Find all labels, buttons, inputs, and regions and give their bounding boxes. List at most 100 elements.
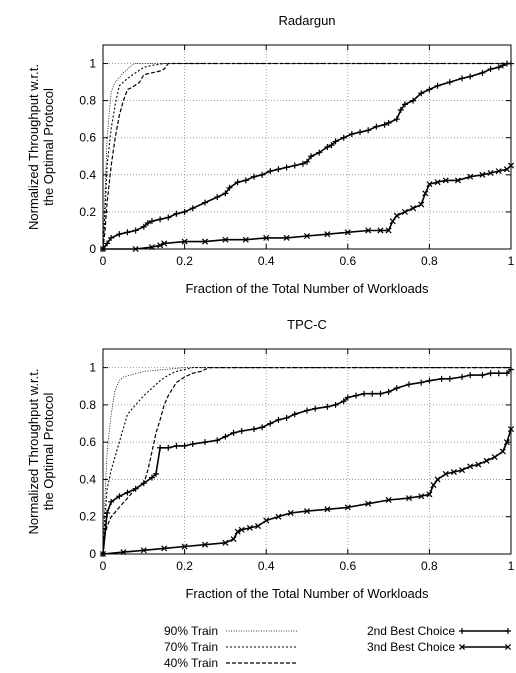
series-40-train xyxy=(102,367,511,555)
data-point xyxy=(299,160,306,167)
data-point xyxy=(467,463,474,470)
y-tick-label: 0.4 xyxy=(79,472,96,486)
data-point xyxy=(459,75,466,82)
data-point xyxy=(324,231,331,238)
data-point xyxy=(377,227,384,234)
data-point xyxy=(214,437,221,444)
data-point xyxy=(263,234,270,241)
y-tick-label: 0.6 xyxy=(79,435,96,449)
data-point xyxy=(357,129,364,136)
data-point xyxy=(344,394,351,401)
y-axis-label: Normalized Throughput w.r.t.the Optimal … xyxy=(26,64,56,230)
data-point xyxy=(467,372,474,379)
y-tick-label: 0.6 xyxy=(79,131,96,145)
data-point xyxy=(479,69,486,76)
data-point xyxy=(495,370,502,377)
data-point xyxy=(140,547,147,554)
data-point xyxy=(222,236,229,243)
data-point xyxy=(238,526,245,533)
y-axis-label-line: Normalized Throughput w.r.t. xyxy=(26,369,41,535)
data-point xyxy=(148,218,155,225)
data-point xyxy=(234,528,241,535)
data-point xyxy=(202,199,208,206)
x-tick-label: 0.4 xyxy=(258,254,275,268)
data-point xyxy=(397,106,404,113)
data-point xyxy=(157,216,164,223)
data-point xyxy=(467,173,474,180)
data-point xyxy=(116,493,123,500)
series-line-90-train xyxy=(102,367,511,555)
data-point xyxy=(442,177,449,184)
data-point xyxy=(426,86,433,93)
series-3nd-best-choice xyxy=(99,162,515,253)
chart-radargun: Radargun 0 0.2 0.4 0.6 0.8 1 0 0.2 0.4 0.6 0.8 1 Frac… xyxy=(26,13,515,296)
data-point xyxy=(438,375,445,382)
data-point xyxy=(422,190,429,197)
data-point xyxy=(173,442,180,449)
x-tick-label: 0 xyxy=(100,559,107,573)
x-tick-label: 1 xyxy=(508,254,515,268)
data-point xyxy=(324,506,331,513)
legend-label: 2nd Best Choice xyxy=(367,624,455,638)
data-point xyxy=(283,414,290,421)
data-point xyxy=(250,173,257,180)
data-point xyxy=(332,401,339,408)
x-axis-label: Fraction of the Total Number of Workload… xyxy=(185,281,429,296)
x-tick-label: 0.6 xyxy=(339,254,356,268)
data-point xyxy=(140,223,147,230)
data-point xyxy=(132,245,139,253)
data-point xyxy=(467,73,474,80)
data-point xyxy=(250,426,257,433)
data-point xyxy=(459,467,466,474)
data-point xyxy=(426,181,433,188)
data-point xyxy=(475,461,482,468)
data-point xyxy=(222,190,229,197)
legend-entry-3nd-best-choice: 3nd Best Choice xyxy=(367,640,512,654)
data-point xyxy=(324,144,331,150)
data-point xyxy=(99,245,107,253)
y-axis-label-line: Normalized Throughput w.r.t. xyxy=(26,64,41,230)
data-point xyxy=(275,513,282,520)
legend-marker xyxy=(459,628,465,634)
data-point xyxy=(454,177,461,184)
legend-label: 40% Train xyxy=(164,656,218,670)
data-point xyxy=(344,504,351,511)
data-point xyxy=(226,184,233,191)
data-point xyxy=(495,64,502,71)
data-point xyxy=(418,201,425,208)
data-point xyxy=(173,210,180,217)
data-point xyxy=(181,238,188,245)
legend-entry-90-train: 90% Train xyxy=(164,624,297,638)
x-tick-label: 0.6 xyxy=(339,559,356,573)
data-point xyxy=(340,398,347,405)
series-70-train xyxy=(102,62,511,250)
data-point xyxy=(234,179,241,186)
data-point xyxy=(479,171,486,178)
x-tick-label: 0.2 xyxy=(176,559,193,573)
data-point xyxy=(161,240,168,247)
data-point xyxy=(214,194,221,201)
data-point xyxy=(344,229,351,236)
data-point xyxy=(189,205,196,212)
x-axis-label: Fraction of the Total Number of Workload… xyxy=(185,586,429,601)
data-point xyxy=(230,429,237,436)
series-3nd-best-choice xyxy=(99,426,515,558)
data-point xyxy=(503,439,510,446)
data-point xyxy=(401,101,408,108)
data-point xyxy=(161,545,168,552)
data-point xyxy=(222,539,229,546)
data-point xyxy=(503,370,510,377)
data-point xyxy=(246,524,253,531)
data-point xyxy=(148,474,155,481)
data-point xyxy=(255,523,262,530)
data-point xyxy=(430,482,437,489)
data-point xyxy=(267,420,274,427)
data-point xyxy=(108,498,115,505)
data-point xyxy=(316,149,323,156)
data-point xyxy=(153,470,160,477)
data-point xyxy=(406,381,412,388)
data-point xyxy=(140,480,147,487)
series-line-40-train xyxy=(102,367,511,555)
chart-tpc-c: TPC-C 0 0.2 0.4 0.6 0.8 1 0 0.2 0.4 0.6 0.8 1 Fractio… xyxy=(26,317,515,601)
data-point xyxy=(181,208,188,215)
